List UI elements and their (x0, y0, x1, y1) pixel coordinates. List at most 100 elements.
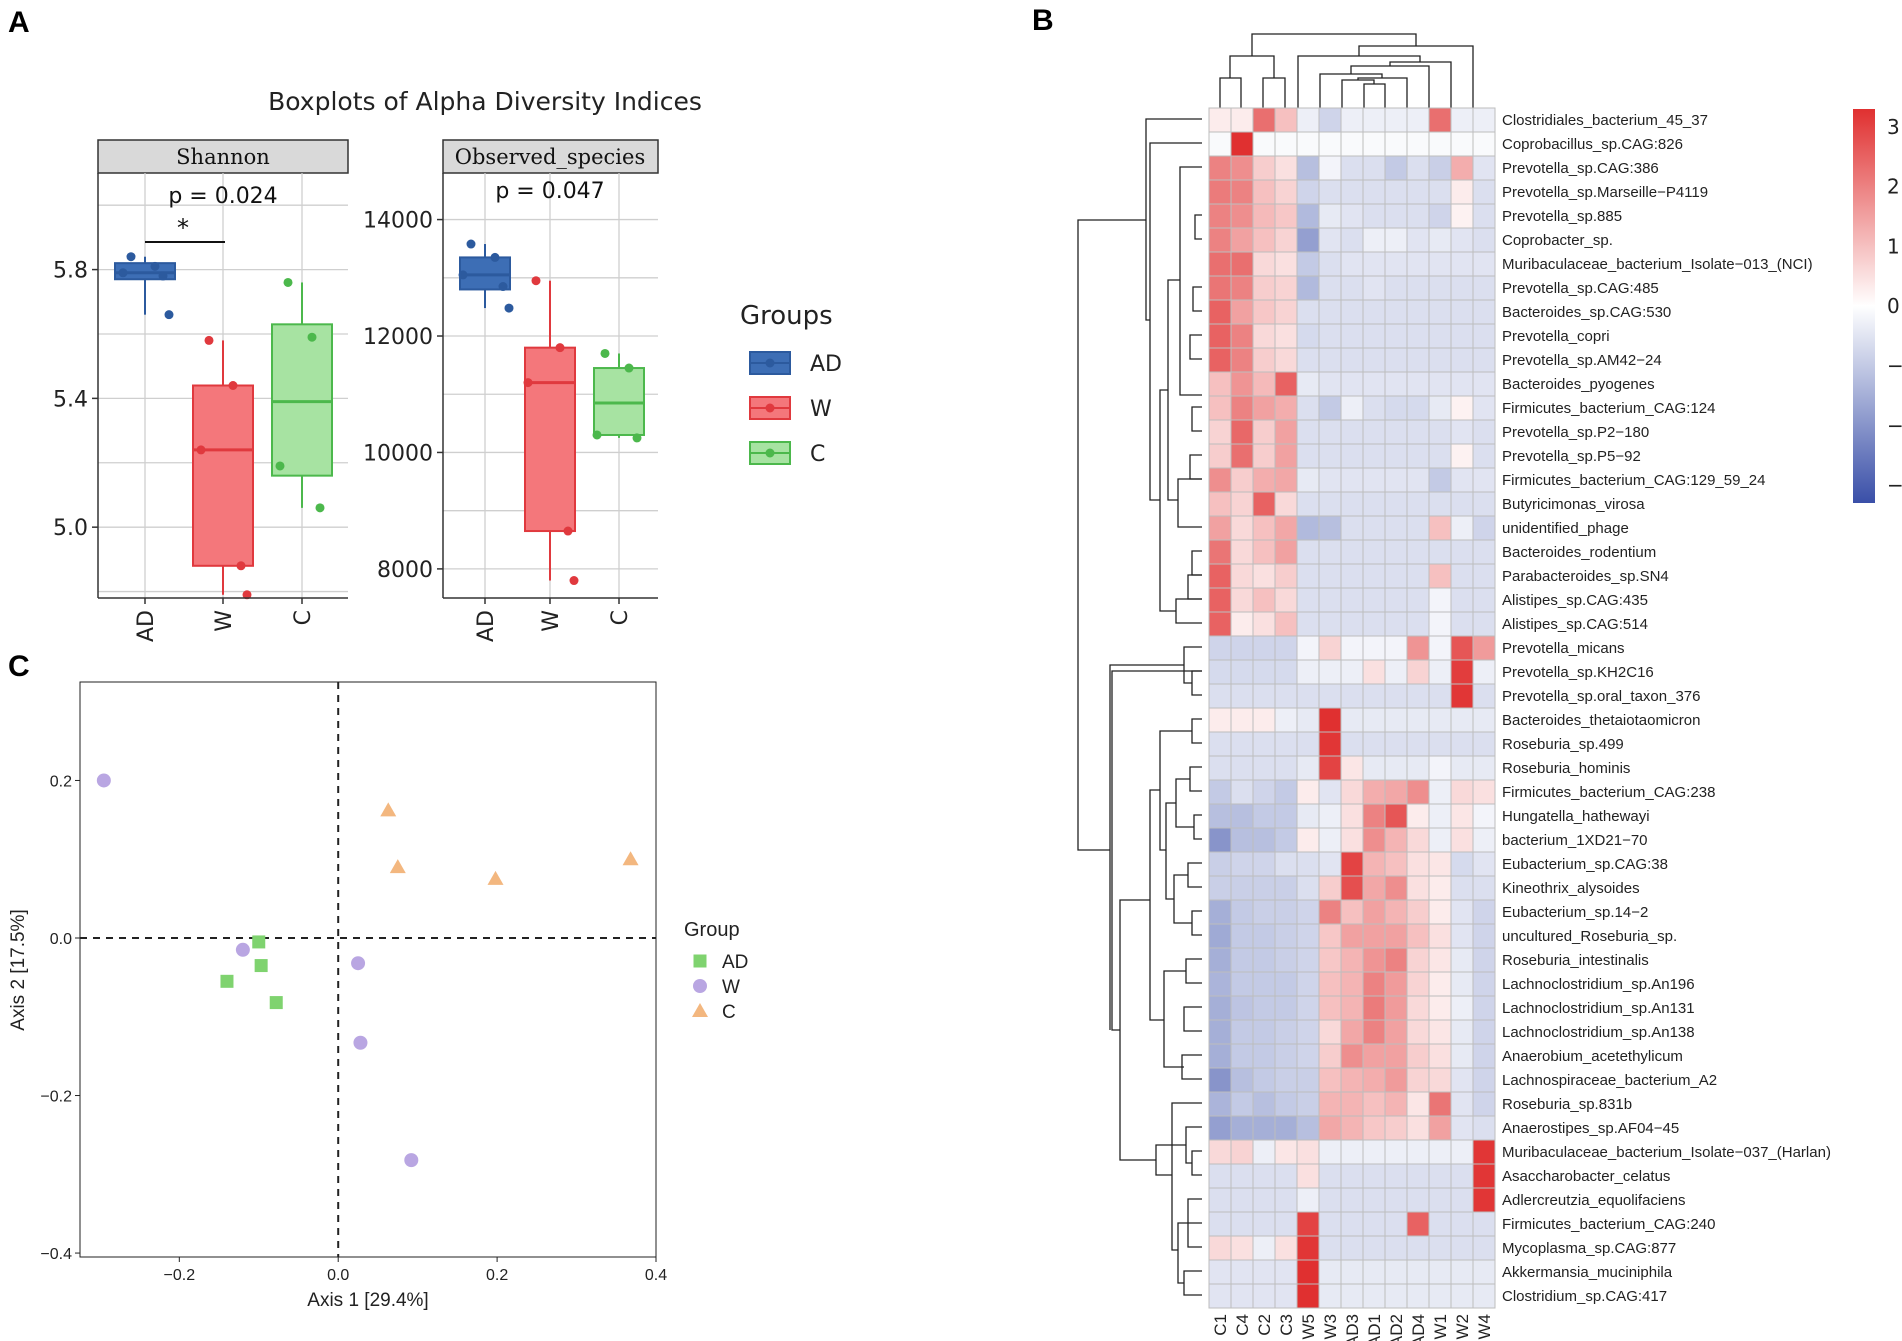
row-dendro-branch (1175, 778, 1194, 828)
heatmap-cell (1340, 515, 1364, 541)
heatmap-cell (1472, 683, 1496, 709)
heatmap-cell (1208, 1283, 1232, 1309)
heatmap-cell (1362, 995, 1386, 1021)
row-label: Bacteroides_sp.CAG:530 (1502, 304, 1671, 321)
heatmap-cell (1230, 347, 1254, 373)
heatmap-cell (1472, 1283, 1496, 1309)
heatmap-cell (1274, 803, 1298, 829)
heatmap-cell (1384, 1211, 1408, 1237)
heatmap-cell (1274, 131, 1298, 157)
colorbar-tick-label: 3 (1887, 115, 1900, 139)
heatmap-cell (1406, 1259, 1430, 1285)
heatmap-cell (1362, 107, 1386, 133)
heatmap-cell (1450, 1283, 1474, 1309)
row-dendro-branch (1191, 670, 1202, 696)
heatmap-cell (1384, 1283, 1408, 1309)
heatmap-cell (1362, 155, 1386, 181)
heatmap-cell (1252, 299, 1276, 325)
point-w (351, 956, 366, 971)
legend-swatch-dot (765, 358, 775, 368)
jitter-point (466, 239, 476, 249)
heatmap-cell (1406, 899, 1430, 925)
heatmap-cell (1208, 227, 1232, 253)
heatmap-cell (1274, 1235, 1298, 1261)
heatmap-cell (1230, 635, 1254, 661)
heatmap-cell (1450, 323, 1474, 349)
legend-swatch-dot (765, 448, 775, 458)
x-tick-label: W (212, 610, 237, 632)
column-label: W2 (1453, 1314, 1472, 1340)
heatmap-cell (1406, 803, 1430, 829)
heatmap-cell (1472, 107, 1496, 133)
heatmap-cell (1296, 1019, 1320, 1045)
heatmap-cell (1472, 827, 1496, 853)
heatmap-cell (1362, 419, 1386, 445)
legend-label: AD (810, 352, 842, 377)
heatmap-cell (1406, 1187, 1430, 1213)
heatmap-cell (1384, 587, 1408, 613)
column-label: W4 (1475, 1314, 1494, 1340)
heatmap-cell (1340, 323, 1364, 349)
heatmap-cell (1252, 347, 1276, 373)
heatmap-cell (1274, 707, 1298, 733)
heatmap-cell (1296, 155, 1320, 181)
heatmap-cell (1472, 563, 1496, 589)
legend-label: C (722, 1002, 736, 1023)
heatmap-cell (1318, 1235, 1342, 1261)
heatmap-cell (1362, 707, 1386, 733)
column-label: W5 (1299, 1314, 1318, 1340)
heatmap-cell (1230, 1115, 1254, 1141)
heatmap-cell (1296, 131, 1320, 157)
heatmap-cell (1252, 227, 1276, 253)
heatmap-cell (1428, 443, 1452, 469)
column-label: W3 (1321, 1314, 1340, 1340)
col-dendro-branch (1357, 77, 1408, 108)
heatmap-cell (1274, 683, 1298, 709)
row-label: Muribaculaceae_bacterium_Isolate−037_(Ha… (1502, 1144, 1831, 1161)
row-dendro-branch (1191, 1150, 1202, 1176)
col-dendro-branch (1389, 61, 1452, 108)
heatmap-cell (1318, 1211, 1342, 1237)
heatmap-cell (1472, 779, 1496, 805)
heatmap-cell (1340, 1091, 1364, 1117)
heatmap-cell (1362, 179, 1386, 205)
heatmap-cell (1230, 467, 1254, 493)
row-label: Roseburia_sp.499 (1502, 736, 1624, 753)
heatmap-cell (1296, 1259, 1320, 1285)
heatmap-cell (1450, 587, 1474, 613)
heatmap-cell (1362, 323, 1386, 349)
heatmap-cell (1472, 731, 1496, 757)
heatmap-cell (1428, 1091, 1452, 1117)
heatmap-cell (1274, 1259, 1298, 1285)
heatmap-cell (1318, 683, 1342, 709)
box-c (271, 323, 333, 477)
jitter-point (555, 343, 565, 353)
heatmap-cell (1274, 515, 1298, 541)
heatmap-cell (1406, 1067, 1430, 1093)
heatmap-cell (1406, 875, 1430, 901)
heatmap-cell (1406, 1211, 1430, 1237)
heatmap-cell (1362, 467, 1386, 493)
heatmap-cell (1428, 947, 1452, 973)
heatmap-cell (1384, 515, 1408, 541)
x-tick-label: AD (474, 610, 499, 642)
heatmap-cell (1340, 779, 1364, 805)
heatmap-cell (1274, 779, 1298, 805)
heatmap-cell (1296, 323, 1320, 349)
heatmap-cell (1428, 971, 1452, 997)
column-label: W1 (1431, 1314, 1450, 1340)
heatmap-cell (1318, 755, 1342, 781)
column-label: C2 (1255, 1314, 1274, 1336)
heatmap-cell (1472, 323, 1496, 349)
x-tick-label: 0.2 (486, 1267, 508, 1284)
heatmap-cell (1208, 995, 1232, 1021)
heatmap-cell (1450, 1235, 1474, 1261)
heatmap-cell (1230, 443, 1254, 469)
heatmap-cell (1406, 971, 1430, 997)
heatmap-cell (1296, 851, 1320, 877)
heatmap-cell (1384, 1235, 1408, 1261)
heatmap-cell (1362, 395, 1386, 421)
heatmap-cell (1428, 131, 1452, 157)
heatmap-cell (1208, 539, 1232, 565)
heatmap-cell (1428, 731, 1452, 757)
